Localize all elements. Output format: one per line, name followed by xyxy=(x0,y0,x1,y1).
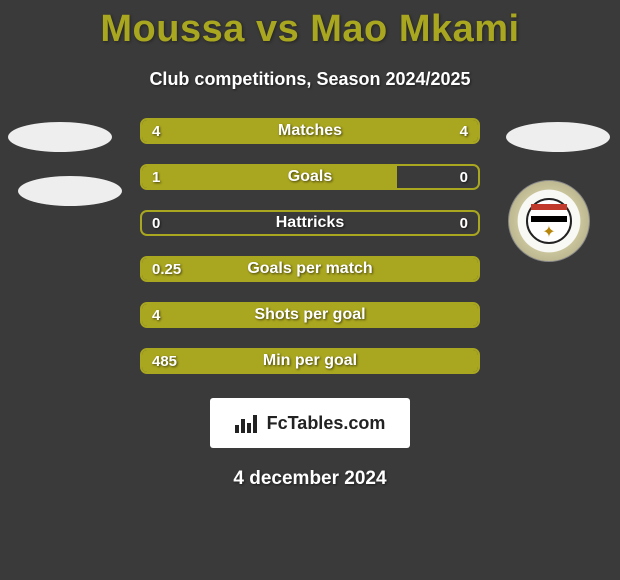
crest-eagle-icon: ✦ xyxy=(542,222,555,242)
stat-row: 4Matches4 xyxy=(140,118,480,144)
player-left-image-2 xyxy=(18,176,122,206)
stat-label: Matches xyxy=(142,122,478,140)
stat-label: Goals xyxy=(142,168,478,186)
stat-value-right: 4 xyxy=(460,123,468,140)
stat-label: Min per goal xyxy=(142,352,478,370)
club-crest-right: ✦ xyxy=(508,180,590,262)
player-left-image-1 xyxy=(8,122,112,152)
stat-value-right: 0 xyxy=(460,169,468,186)
stat-label: Shots per goal xyxy=(142,306,478,324)
date-text: 4 december 2024 xyxy=(0,468,620,490)
stat-label: Goals per match xyxy=(142,260,478,278)
stat-label: Hattricks xyxy=(142,214,478,232)
subtitle: Club competitions, Season 2024/2025 xyxy=(0,69,620,90)
page-title: Moussa vs Mao Mkami xyxy=(0,0,620,51)
player-right-image-1 xyxy=(506,122,610,152)
club-crest-inner: ✦ xyxy=(526,198,572,244)
stat-row: 1Goals0 xyxy=(140,164,480,190)
stat-row: 4Shots per goal xyxy=(140,302,480,328)
fctables-badge[interactable]: FcTables.com xyxy=(210,398,410,448)
stat-row: 485Min per goal xyxy=(140,348,480,374)
chart-icon xyxy=(235,413,261,433)
stat-value-right: 0 xyxy=(460,215,468,232)
stat-row: 0.25Goals per match xyxy=(140,256,480,282)
stat-row: 0Hattricks0 xyxy=(140,210,480,236)
badge-text: FcTables.com xyxy=(267,413,386,434)
